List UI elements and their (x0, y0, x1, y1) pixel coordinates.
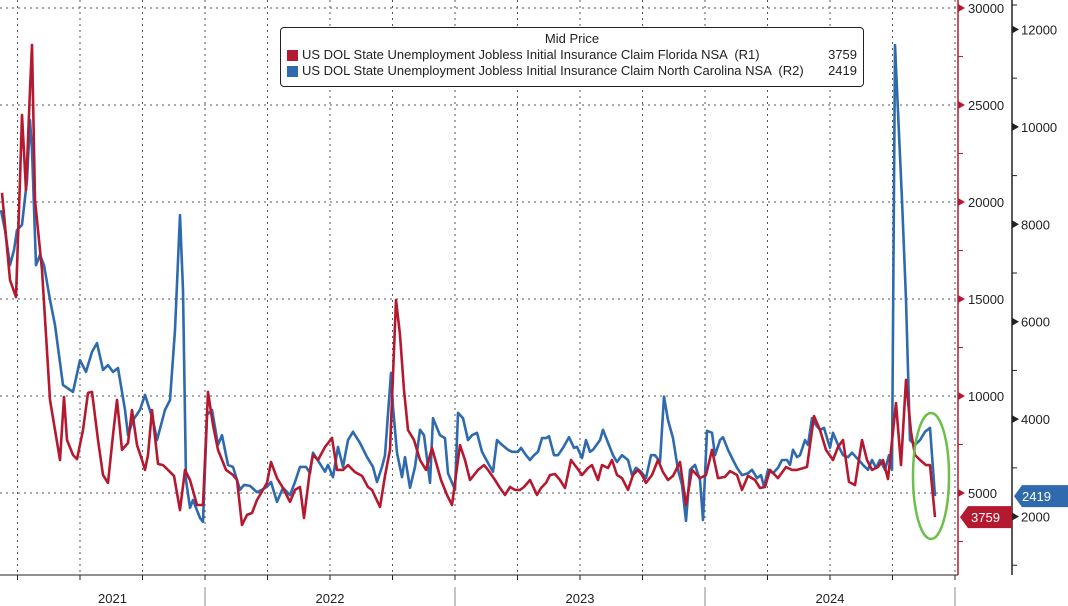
r1-tick-marker (958, 101, 965, 110)
r2-tick-label: 6000 (1021, 315, 1050, 330)
north-carolina-last-value-label: 2419 (1022, 489, 1051, 504)
legend-item-north-carolina: US DOL State Unemployment Jobless Initia… (287, 63, 857, 79)
r2-tick-label: 12000 (1021, 22, 1057, 37)
r2-tick-label: 4000 (1021, 412, 1050, 427)
legend-axis-north-carolina: (R2) (778, 63, 804, 78)
legend: Mid Price US DOL State Unemployment Jobl… (280, 27, 864, 87)
r2-tick-marker (1012, 317, 1019, 326)
r2-tick-label: 10000 (1021, 120, 1057, 135)
legend-value-north-carolina: 2419 (828, 63, 857, 78)
r1-tick-marker (958, 198, 965, 207)
r1-tick-label: 5000 (968, 486, 997, 501)
legend-item-florida: US DOL State Unemployment Jobless Initia… (287, 47, 857, 63)
highlight-ellipse (911, 411, 951, 541)
r1-tick-label: 25000 (968, 98, 1004, 113)
r1-tick-marker (958, 489, 965, 498)
r1-tick-label: 30000 (968, 1, 1004, 16)
r2-tick-marker (1012, 25, 1019, 34)
x-tick-label: 2022 (316, 591, 345, 606)
r1-tick-marker (958, 392, 965, 401)
x-tick-label: 2021 (98, 591, 127, 606)
r1-tick-label: 20000 (968, 195, 1004, 210)
r1-tick-marker (958, 295, 965, 304)
last-value-tags: 3759 2419 (960, 485, 1068, 529)
florida-last-value-label: 3759 (971, 510, 1000, 525)
florida-last-value-tag (960, 506, 1012, 529)
legend-axis-florida: (R1) (734, 47, 760, 62)
right-axis-r2: 2000 4000 6000 8000 10000 12000 (1011, 0, 1057, 575)
r2-tick-marker (1012, 415, 1019, 424)
gridlines (0, 0, 958, 575)
x-axis: 2021 2022 2023 2024 (0, 574, 958, 606)
right-axis-r1: 5000 10000 15000 20000 25000 30000 (957, 0, 1004, 575)
x-tick-label: 2024 (816, 591, 845, 606)
north-carolina-last-value-tag (1014, 485, 1068, 508)
r2-tick-marker (1012, 122, 1019, 131)
line-florida (0, 43, 937, 527)
r1-tick-marker (958, 4, 965, 13)
legend-swatch-north-carolina (287, 65, 298, 77)
line-north-carolina (0, 43, 937, 524)
legend-label-north-carolina: US DOL State Unemployment Jobless Initia… (302, 63, 772, 78)
series-lines (0, 43, 937, 527)
r1-tick-label: 10000 (968, 389, 1004, 404)
r2-tick-label: 8000 (1021, 217, 1050, 232)
legend-value-florida: 3759 (828, 47, 857, 62)
legend-label-florida: US DOL State Unemployment Jobless Initia… (302, 47, 728, 62)
x-tick-label: 2023 (566, 591, 595, 606)
legend-title: Mid Price (544, 31, 600, 46)
r2-tick-marker (1012, 220, 1019, 229)
r2-tick-label: 2000 (1021, 510, 1050, 525)
r2-tick-marker (1012, 512, 1019, 521)
legend-swatch-florida (287, 49, 298, 61)
r1-tick-label: 15000 (968, 292, 1004, 307)
